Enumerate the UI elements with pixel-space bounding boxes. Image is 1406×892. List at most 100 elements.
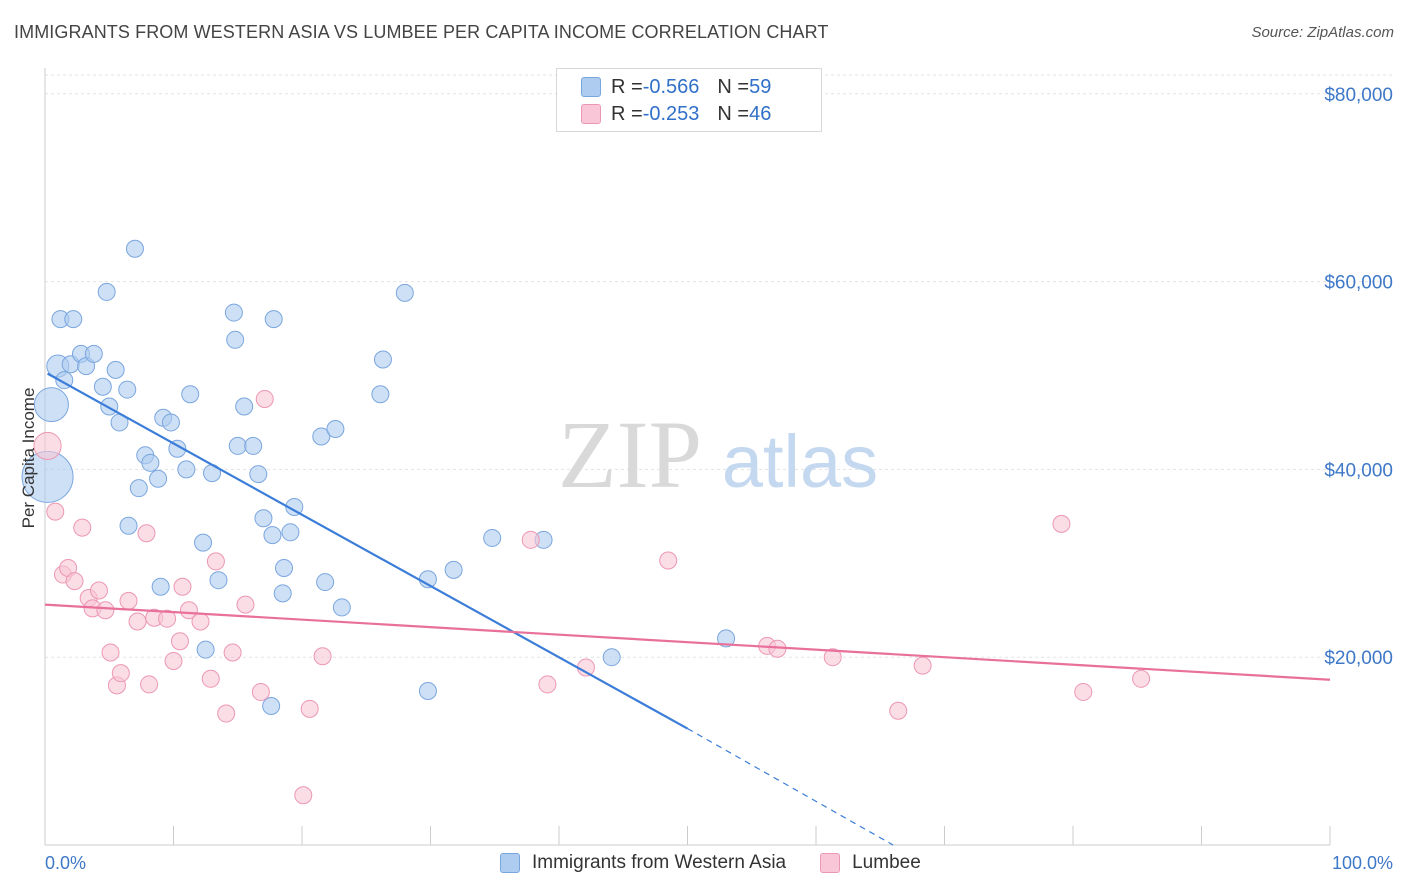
- point-western-asia: [717, 629, 736, 648]
- point-western-asia: [371, 385, 390, 404]
- point-lumbee: [823, 648, 842, 667]
- point-lumbee: [255, 389, 274, 408]
- point-western-asia: [100, 397, 119, 416]
- point-western-asia: [209, 571, 228, 590]
- legend-swatch-pink: [581, 104, 601, 124]
- legend-n-value: 59: [749, 75, 772, 98]
- grid-lines: [45, 74, 1392, 658]
- point-western-asia: [141, 453, 160, 472]
- point-lumbee: [33, 431, 62, 461]
- point-western-asia: [264, 310, 283, 329]
- point-western-asia: [483, 528, 502, 547]
- point-lumbee: [206, 552, 225, 571]
- legend-n-label: N =: [717, 102, 750, 125]
- data-points: [21, 239, 1151, 805]
- point-western-asia: [235, 397, 254, 416]
- point-western-asia: [181, 385, 200, 404]
- point-lumbee: [1052, 514, 1071, 533]
- point-western-asia: [226, 330, 245, 349]
- y-tick-label: $20,000: [1324, 648, 1393, 669]
- legend-n-value: 46: [749, 102, 772, 125]
- point-lumbee: [913, 656, 932, 675]
- point-western-asia: [249, 465, 268, 484]
- point-lumbee: [201, 669, 220, 688]
- legend-r-value: -0.566: [642, 75, 700, 98]
- point-western-asia: [254, 509, 273, 528]
- point-western-asia: [118, 380, 137, 399]
- point-lumbee: [137, 524, 156, 543]
- point-western-asia: [119, 516, 138, 535]
- legend-swatch-blue: [500, 853, 520, 873]
- point-lumbee: [236, 595, 255, 614]
- point-western-asia: [106, 360, 125, 379]
- source-label: Source: ZipAtlas.com: [1251, 24, 1394, 41]
- point-western-asia: [228, 436, 247, 455]
- point-western-asia: [273, 584, 292, 603]
- legend-item-western-asia[interactable]: Immigrants from Western Asia: [500, 852, 786, 874]
- legend-item-lumbee[interactable]: Lumbee: [820, 852, 921, 874]
- point-western-asia: [224, 303, 243, 322]
- point-western-asia: [418, 682, 437, 700]
- point-lumbee: [1132, 669, 1151, 688]
- point-western-asia: [125, 239, 144, 258]
- y-tick-label: $80,000: [1324, 85, 1393, 106]
- legend-r-label: R =: [611, 102, 643, 125]
- point-lumbee: [251, 682, 270, 701]
- legend-row-lumbee: R = -0.253 N = 46: [581, 101, 771, 127]
- legend-label: Immigrants from Western Asia: [532, 852, 787, 873]
- point-western-asia: [151, 577, 170, 596]
- trend-line-lumbee: [44, 603, 1331, 681]
- point-lumbee: [313, 647, 332, 666]
- point-western-asia: [316, 573, 335, 592]
- point-lumbee: [173, 577, 192, 596]
- point-lumbee: [111, 664, 130, 683]
- trend-line-western-asia: [47, 372, 689, 730]
- x-tick-label: 0.0%: [45, 853, 86, 873]
- point-lumbee: [96, 601, 115, 620]
- point-lumbee: [128, 612, 147, 631]
- point-lumbee: [538, 675, 557, 694]
- point-western-asia: [332, 598, 351, 617]
- axis-labels: $20,000 $40,000 $60,000 $80,000 0.0% 100.0% Pe…: [19, 85, 1393, 873]
- point-lumbee: [294, 786, 313, 805]
- point-western-asia: [97, 282, 116, 301]
- point-western-asia: [395, 283, 414, 302]
- point-western-asia: [275, 558, 294, 577]
- trend-line-western-asia-extension: [687, 728, 894, 846]
- watermark: ZIP atlas: [558, 401, 878, 508]
- y-tick-label: $60,000: [1324, 273, 1393, 294]
- point-lumbee: [158, 609, 177, 628]
- point-lumbee: [101, 643, 120, 662]
- point-western-asia: [161, 413, 180, 432]
- legend-swatch-pink: [820, 853, 841, 873]
- legend-row-western-asia: R = -0.566 N = 59: [581, 74, 771, 100]
- point-western-asia: [129, 479, 148, 498]
- y-tick-label: $40,000: [1324, 460, 1393, 481]
- point-lumbee: [521, 530, 540, 549]
- point-lumbee: [73, 518, 92, 537]
- point-western-asia: [326, 420, 345, 439]
- point-western-asia: [194, 533, 213, 552]
- point-lumbee: [140, 675, 159, 694]
- point-western-asia: [263, 526, 282, 545]
- point-lumbee: [164, 651, 183, 670]
- point-western-asia: [177, 460, 196, 479]
- point-lumbee: [1074, 682, 1093, 701]
- point-western-asia: [444, 560, 463, 579]
- legend-label: Lumbee: [852, 852, 921, 873]
- legend-r-value: -0.253: [642, 102, 700, 125]
- point-western-asia: [312, 427, 331, 446]
- watermark-zip: ZIP: [558, 401, 702, 508]
- point-lumbee: [889, 701, 908, 720]
- legend-n-label: N =: [717, 75, 750, 98]
- point-lumbee: [659, 551, 678, 570]
- point-lumbee: [46, 502, 65, 521]
- legend-swatch-blue: [581, 77, 601, 97]
- point-western-asia: [149, 469, 168, 488]
- point-western-asia: [33, 387, 69, 423]
- point-western-asia: [93, 377, 112, 396]
- legend-r-label: R =: [611, 75, 643, 98]
- point-lumbee: [119, 591, 138, 610]
- point-western-asia: [602, 648, 621, 667]
